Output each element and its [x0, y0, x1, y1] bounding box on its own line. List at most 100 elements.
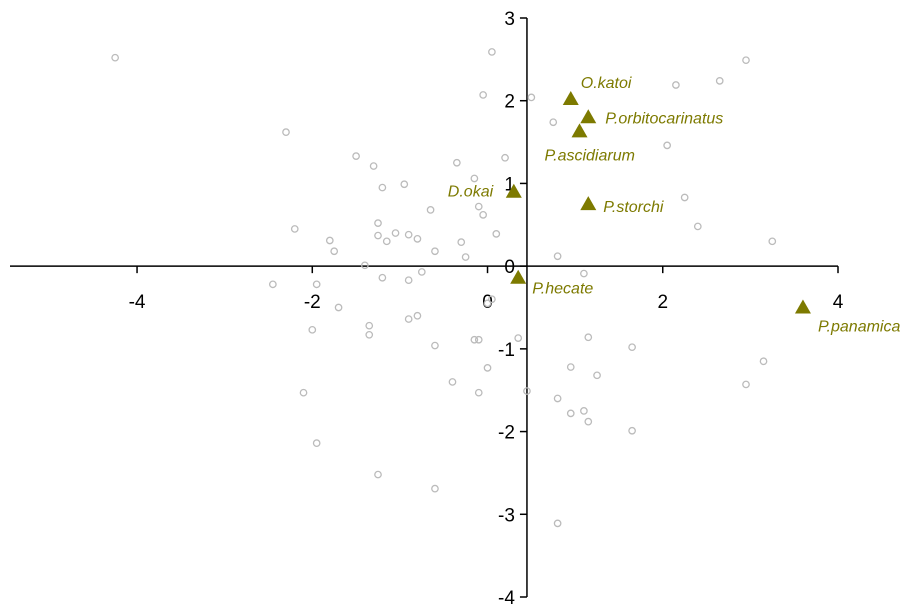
data-point — [457, 238, 466, 247]
data-point — [553, 519, 562, 528]
data-point — [404, 315, 413, 323]
data-point — [312, 439, 321, 448]
species-points — [505, 91, 811, 314]
y-tick-label: 2 — [504, 92, 515, 113]
y-tick-label: -1 — [498, 340, 515, 361]
data-point — [742, 56, 750, 65]
x-tick-label: 4 — [833, 292, 844, 313]
data-point — [553, 394, 562, 403]
data-point — [492, 230, 501, 238]
y-tick-label: -3 — [498, 505, 515, 526]
data-point — [426, 206, 435, 214]
data-point — [374, 231, 382, 240]
y-tick-label: 3 — [504, 9, 515, 30]
data-point — [404, 276, 413, 285]
data-point — [282, 128, 290, 136]
data-point — [378, 273, 387, 282]
species-label: O.katoi — [581, 75, 632, 92]
x-ticks: -4 -2 0 2 4 — [129, 266, 844, 313]
data-point — [400, 180, 409, 189]
data-point — [527, 93, 536, 102]
data-point — [334, 303, 343, 312]
data-point — [374, 219, 382, 227]
data-point — [431, 484, 439, 493]
data-point — [312, 280, 321, 289]
data-point — [488, 295, 496, 304]
axes — [10, 18, 838, 597]
data-point — [431, 247, 439, 256]
data-point — [365, 321, 374, 330]
data-point — [417, 268, 426, 276]
species-label: P.hecate — [532, 281, 593, 298]
data-point — [514, 334, 523, 342]
data-point — [553, 252, 562, 261]
data-point — [593, 371, 601, 380]
data-point — [523, 387, 531, 395]
data-point — [330, 247, 339, 256]
y-tick-label: 1 — [504, 174, 515, 195]
data-point — [474, 335, 483, 344]
species-label: D.okai — [448, 184, 494, 201]
x-tick-label: 0 — [482, 292, 493, 313]
species-marker — [571, 123, 588, 138]
data-point — [365, 330, 374, 339]
x-tick-label: -4 — [129, 292, 146, 313]
data-point — [361, 261, 369, 270]
data-point — [628, 426, 636, 435]
data-point — [580, 407, 588, 415]
data-point — [290, 225, 299, 233]
data-point — [325, 236, 334, 245]
data-point — [474, 202, 483, 211]
data-point — [584, 333, 593, 342]
data-point — [413, 234, 422, 243]
data-point — [566, 363, 575, 371]
data-point — [413, 311, 422, 320]
data-point — [501, 153, 509, 162]
species-label: P.storchi — [603, 199, 664, 216]
data-point — [672, 81, 680, 89]
x-tick-label: -2 — [304, 292, 321, 313]
species-label: P.panamica — [818, 319, 901, 336]
data-point — [584, 417, 593, 426]
data-point — [549, 118, 558, 127]
data-point — [759, 357, 768, 366]
data-point — [308, 325, 317, 334]
data-point — [693, 222, 702, 231]
data-point — [628, 343, 636, 352]
data-point — [352, 152, 360, 160]
species-marker — [505, 183, 522, 198]
data-point — [470, 335, 479, 344]
data-point — [566, 409, 575, 418]
data-point — [453, 158, 461, 167]
y-ticks: -4 -3 -2 -1 0 1 2 3 — [498, 9, 527, 607]
y-tick-label: -2 — [498, 423, 515, 444]
x-tick-label: 2 — [657, 292, 668, 313]
y-tick-label: 0 — [504, 257, 515, 278]
species-marker — [580, 196, 597, 211]
data-point — [663, 141, 671, 150]
data-point — [391, 229, 400, 237]
species-label: P.ascidiarum — [545, 147, 635, 164]
data-point — [382, 237, 391, 246]
data-point — [479, 91, 487, 99]
data-point — [474, 388, 483, 397]
data-point — [369, 162, 378, 170]
data-point — [715, 77, 724, 85]
data-point — [580, 269, 588, 278]
data-point — [470, 174, 479, 183]
data-point — [461, 253, 470, 261]
data-point — [742, 380, 750, 389]
data-point — [483, 364, 492, 372]
data-point — [483, 299, 492, 308]
data-point — [269, 280, 277, 289]
data-point — [680, 193, 689, 202]
y-tick-label: -4 — [498, 588, 515, 607]
data-point — [768, 237, 777, 246]
species-labels: O.katoi P.orbitocarinatus P.ascidiarum D.ok… — [448, 75, 901, 335]
species-marker — [510, 269, 527, 284]
data-point — [374, 470, 382, 479]
data-point — [111, 53, 119, 62]
data-point — [378, 183, 387, 192]
species-marker — [794, 299, 811, 314]
